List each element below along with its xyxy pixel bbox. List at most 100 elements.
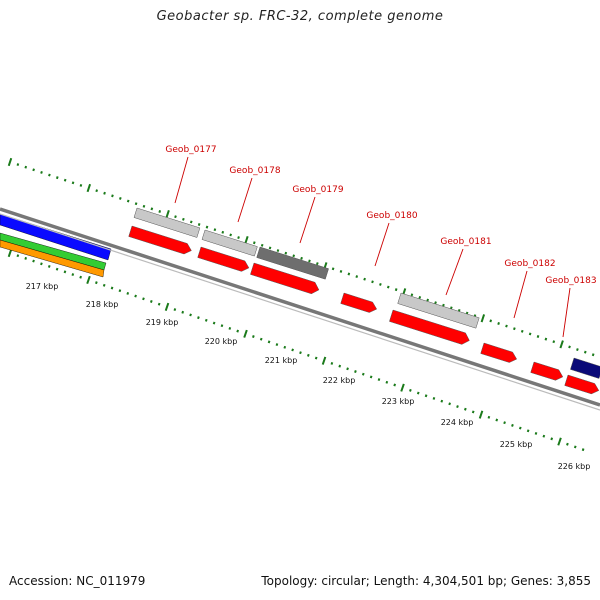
minor-tick [424,394,428,398]
minor-tick [528,332,532,336]
scale-label: 221 kbp [265,356,298,365]
minor-tick [205,225,209,229]
minor-tick [79,275,82,279]
minor-tick [292,254,296,258]
minor-tick [213,228,217,232]
minor-tick [197,316,200,320]
gene-label: Geob_0182 [504,259,555,269]
minor-tick [299,351,302,355]
minor-tick [134,202,138,206]
gene-block-0177 [133,207,201,238]
minor-tick [47,265,51,268]
minor-tick [330,361,334,365]
scale-label: 219 kbp [146,318,179,327]
scale-label: 224 kbp [441,418,474,427]
minor-tick [369,375,373,379]
scale-label: 226 kbp [558,462,591,471]
cds-arrow-0183a [530,361,564,381]
minor-tick [386,285,390,289]
minor-tick [377,378,381,382]
minor-tick [448,402,451,406]
minor-tick [511,423,514,427]
feature-tracks [0,207,600,411]
minor-tick [495,418,499,422]
minor-tick [379,282,382,286]
minor-tick [418,295,422,299]
minor-tick [550,437,554,441]
minor-tick [32,259,35,263]
minor-tick [103,191,106,195]
minor-tick [361,372,365,376]
outer-tick-track [7,157,595,357]
minor-tick [32,168,35,172]
minor-tick [566,442,569,446]
minor-tick [220,324,224,328]
gene-leader-line [237,177,253,223]
minor-tick [118,289,122,293]
scale-label: 220 kbp [205,337,238,346]
minor-tick [331,267,335,271]
minor-tick [471,410,475,414]
minor-tick [489,319,493,323]
cds-arrow-0182 [480,342,518,363]
minor-tick [95,189,99,193]
minor-tick [410,293,414,297]
minor-tick [110,286,114,290]
cds-arrow-0180 [340,292,378,313]
gene-leader-line [445,248,464,296]
gene-label: Geob_0180 [366,211,417,221]
minor-tick [63,178,67,182]
minor-tick [300,256,303,260]
cds-arrow-0177 [128,225,192,255]
scale-label: 217 kbp [26,282,59,291]
inner-tick-track [7,248,585,452]
minor-tick [212,321,216,325]
minor-tick [259,337,263,341]
minor-tick [24,165,28,169]
minor-tick [526,429,530,433]
minor-tick [268,246,272,250]
minor-tick [71,181,75,185]
minor-tick [536,335,540,338]
minor-tick [409,388,412,392]
minor-tick [385,380,389,384]
backbone-shadow [0,213,600,411]
minor-tick [142,297,145,301]
minor-tick [291,348,294,352]
major-tick [243,329,248,338]
minor-tick [393,383,397,387]
minor-tick [63,270,67,274]
minor-tick [102,283,106,287]
genome-summary: Topology: circular; Length: 4,304,501 bp… [261,574,591,588]
minor-tick [416,391,420,395]
minor-tick [568,345,571,349]
minor-tick [346,367,349,371]
minor-tick [314,356,318,360]
minor-tick [229,233,232,237]
minor-tick [267,340,271,344]
gene-leader-line [299,196,316,244]
gene-label: Geob_0181 [440,237,491,247]
minor-tick [48,173,51,177]
minor-tick [79,183,83,187]
minor-tick [189,313,192,317]
minor-tick [347,272,351,276]
minor-tick [284,251,288,255]
scale-label: 222 kbp [323,376,356,385]
gene-label: Geob_0177 [165,145,216,155]
minor-tick [174,215,177,219]
minor-tick [24,256,28,260]
minor-tick [40,170,43,174]
minor-tick [534,432,538,435]
gene-block-0179 [256,246,329,280]
minor-tick [363,277,366,281]
minor-tick [142,204,146,208]
minor-tick [339,269,343,273]
minor-tick [505,324,508,328]
major-tick [557,437,562,446]
gene-block-0178 [201,229,258,257]
minor-tick [503,421,506,425]
minor-tick [252,241,256,245]
gene-label: Geob_0179 [292,185,343,195]
minor-tick [181,310,185,314]
